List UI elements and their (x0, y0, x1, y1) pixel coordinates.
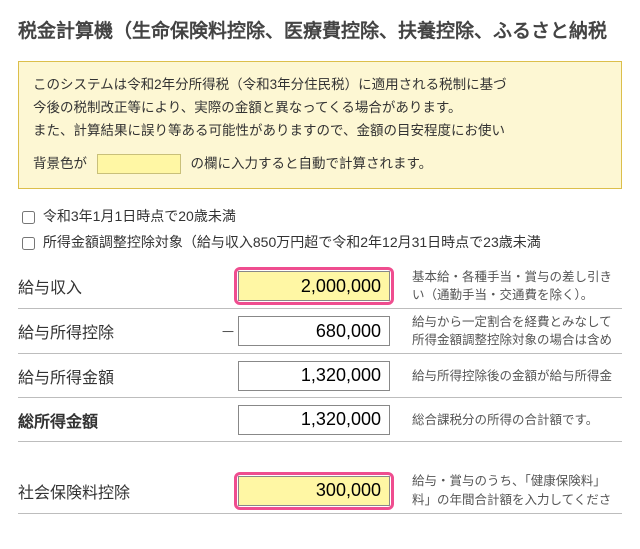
checkbox-area: 令和3年1月1日時点で20歳未満 所得金額調整控除対象（給与収入850万円超で令… (0, 203, 640, 264)
label-salary-deduction: 給与所得控除 (18, 319, 218, 343)
label-salary-income: 給与収入 (18, 274, 218, 298)
label-salary-amount: 給与所得金額 (18, 364, 218, 388)
notice-line-2a: 今後の税制改正等により、実際の金額と異なってくる場合があります。 (33, 97, 607, 120)
minus-sign: － (218, 321, 238, 342)
notice-swatch-suffix: の欄に入力すると自動で計算されます。 (191, 156, 433, 171)
checkbox-adjustment-label: 所得金額調整控除対象（給与収入850万円超で令和2年12月31日時点で23歳未満 (43, 234, 541, 250)
desc-salary-amount: 給与所得控除後の金額が給与所得金 (398, 367, 622, 385)
form-area: 給与収入 基本給・各種手当・賞与の差し引きい（通勤手当・交通費を除く）。 給与所… (0, 264, 640, 514)
editable-color-swatch (97, 154, 181, 174)
row-social-insurance: 社会保険料控除 給与・賞与のうち、「健康保険料」料」の年間合計額を入力してくださ (18, 468, 622, 513)
notice-swatch-row: 背景色が の欄に入力すると自動で計算されます。 (33, 153, 607, 176)
desc-salary-deduction: 給与から一定割合を経費とみなして所得金額調整控除対象の場合は含め (398, 313, 622, 349)
row-spacer (18, 442, 622, 468)
page-title: 税金計算機（生命保険料控除、医療費控除、扶養控除、ふるさと納税 (0, 0, 640, 55)
notice-line-2b: また、計算結果に誤り等ある可能性がありますので、金額の目安程度にお使い (33, 120, 607, 143)
input-salary-income[interactable] (238, 271, 390, 301)
notice-line-1: このシステムは令和2年分所得税（令和3年分住民税）に適用される税制に基づ (33, 74, 607, 97)
checkbox-adjustment[interactable] (22, 237, 35, 250)
checkbox-under20-label: 令和3年1月1日時点で20歳未満 (43, 208, 236, 224)
checkbox-row-under20[interactable]: 令和3年1月1日時点で20歳未満 (18, 203, 622, 230)
checkbox-row-adjustment[interactable]: 所得金額調整控除対象（給与収入850万円超で令和2年12月31日時点で23歳未満 (18, 229, 622, 256)
notice-swatch-prefix: 背景色が (33, 156, 87, 171)
label-total-income: 総所得金額 (18, 408, 218, 432)
row-salary-deduction: 給与所得控除 － 給与から一定割合を経費とみなして所得金額調整控除対象の場合は含… (18, 309, 622, 354)
input-social-insurance[interactable] (238, 476, 390, 506)
row-total-income: 総所得金額 総合課税分の所得の合計額です。 (18, 398, 622, 442)
desc-salary-income: 基本給・各種手当・賞与の差し引きい（通勤手当・交通費を除く）。 (398, 268, 622, 304)
row-salary-income: 給与収入 基本給・各種手当・賞与の差し引きい（通勤手当・交通費を除く）。 (18, 264, 622, 309)
row-salary-amount: 給与所得金額 給与所得控除後の金額が給与所得金 (18, 354, 622, 398)
input-salary-deduction (238, 316, 390, 346)
label-social-insurance: 社会保険料控除 (18, 479, 218, 503)
input-salary-amount (238, 361, 390, 391)
notice-box: このシステムは令和2年分所得税（令和3年分住民税）に適用される税制に基づ 今後の… (18, 61, 622, 189)
checkbox-under20[interactable] (22, 211, 35, 224)
desc-social-insurance: 給与・賞与のうち、「健康保険料」料」の年間合計額を入力してくださ (398, 472, 622, 508)
input-total-income (238, 405, 390, 435)
desc-total-income: 総合課税分の所得の合計額です。 (398, 411, 622, 429)
